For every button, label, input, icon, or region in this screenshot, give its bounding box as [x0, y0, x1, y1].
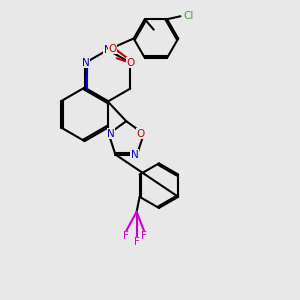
Text: F: F	[141, 231, 147, 241]
Text: O: O	[126, 58, 134, 68]
Text: Cl: Cl	[184, 11, 194, 21]
Text: F: F	[134, 237, 140, 247]
Text: N: N	[107, 129, 115, 139]
Text: N: N	[104, 45, 112, 55]
Text: N: N	[82, 58, 89, 68]
Text: O: O	[108, 44, 116, 54]
Text: O: O	[137, 129, 145, 139]
Text: F: F	[123, 231, 129, 241]
Text: N: N	[131, 149, 139, 160]
